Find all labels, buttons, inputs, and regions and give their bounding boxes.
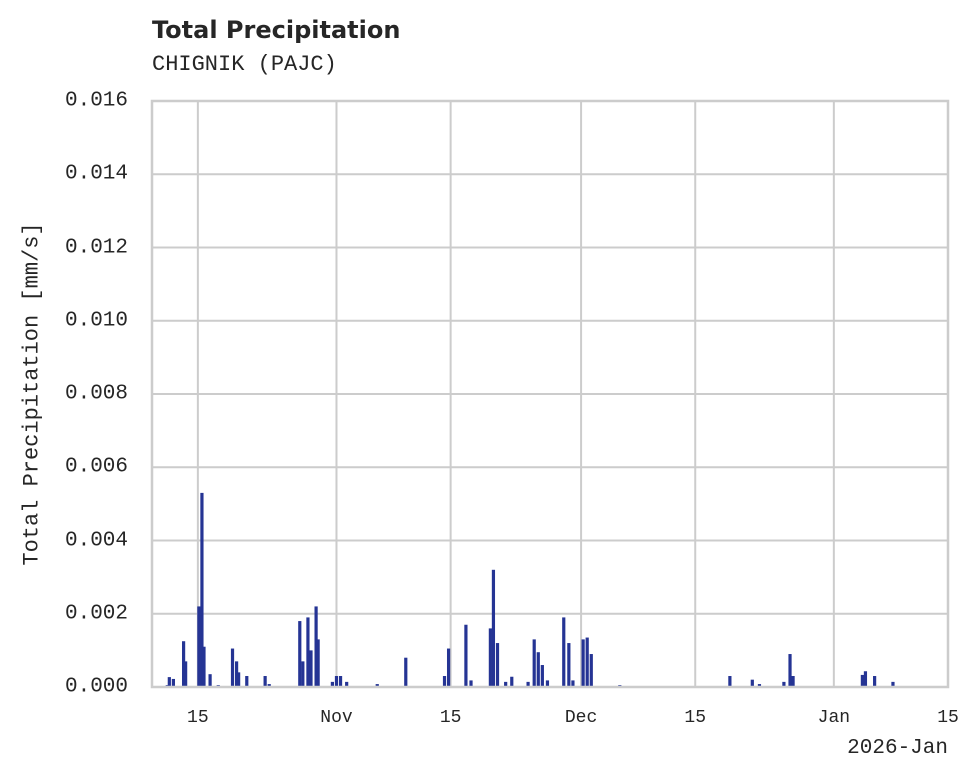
precip-bar [495,643,500,687]
precip-bar [873,676,877,687]
precip-bar [267,684,271,687]
precip-bar [298,621,302,687]
x-tick-label: Jan [817,708,851,728]
precip-bar [562,617,566,687]
y-tick-label: 0.002 [64,602,128,626]
precip-bar [167,677,171,687]
precip-bar [526,681,530,687]
plot-frame [150,99,950,689]
gridlines [152,100,949,688]
precip-bar [788,654,792,687]
precip-bar [585,637,589,687]
precip-bar [750,679,754,687]
precip-bar [728,676,732,687]
y-tick-label: 0.014 [64,162,128,186]
precip-bar [309,650,313,687]
x-tick-label: 15 [684,708,707,728]
precip-bar [782,681,786,687]
precip-bar [171,678,176,687]
precip-bar [263,676,267,687]
precip-bar [330,681,334,687]
precip-bar [464,624,468,687]
precip-bar [491,569,496,687]
precipitation-bars [165,492,895,687]
precip-bar [891,681,895,687]
precip-bar [404,657,408,687]
precip-bar [532,639,536,687]
precip-bar [197,606,201,687]
x-axis-offset-label: 2026-Jan [847,737,948,760]
y-tick-label: 0.006 [64,455,128,479]
y-tick-label: 0.008 [64,382,128,406]
precip-bar [375,684,379,687]
y-tick-label: 0.004 [64,529,128,552]
precip-bar [208,674,212,687]
precip-bar [338,676,343,687]
precip-bar [488,628,492,687]
precip-bar [202,646,206,687]
precip-bar [589,654,593,687]
precip-bar [230,648,235,687]
precip-bar [301,661,305,687]
precip-bar [306,617,310,687]
precip-bar [791,676,795,687]
x-tick-label: 15 [937,708,959,728]
chart-title: Total Precipitation [152,16,401,44]
precip-bar [446,648,451,687]
precip-bar [860,674,864,687]
y-tick-label: 0.012 [64,236,128,259]
precip-bar [545,680,550,687]
precip-bar [314,606,318,687]
precip-bar [200,492,204,687]
precip-bar [181,641,186,687]
precip-bar [234,661,239,687]
precip-bar [536,652,540,687]
precip-bar [504,681,508,687]
y-tick-label: 0.010 [64,309,128,333]
precip-bar [540,665,544,687]
precip-bar [581,639,585,687]
x-tick-label: 15 [187,708,209,728]
precip-bar [237,672,241,687]
precip-bar [571,680,575,687]
precip-bar [567,643,571,687]
chart-subtitle: CHIGNIK (PAJC) [152,52,337,77]
x-tick-label: Dec [564,708,598,728]
precip-bar [757,684,762,687]
precip-bar [245,676,249,687]
x-tick-label: 15 [439,708,462,728]
precip-bar [469,680,473,687]
precip-bar [442,676,447,687]
precip-bar [184,661,188,687]
precip-bar [316,639,320,687]
precip-bar [510,676,514,687]
precip-bar [345,681,349,687]
precip-bar [334,676,339,687]
y-tick-label: 0.016 [64,89,128,113]
precip-bar [863,671,868,687]
y-tick-label: 0.000 [64,675,128,699]
x-tick-label: Nov [320,708,353,728]
